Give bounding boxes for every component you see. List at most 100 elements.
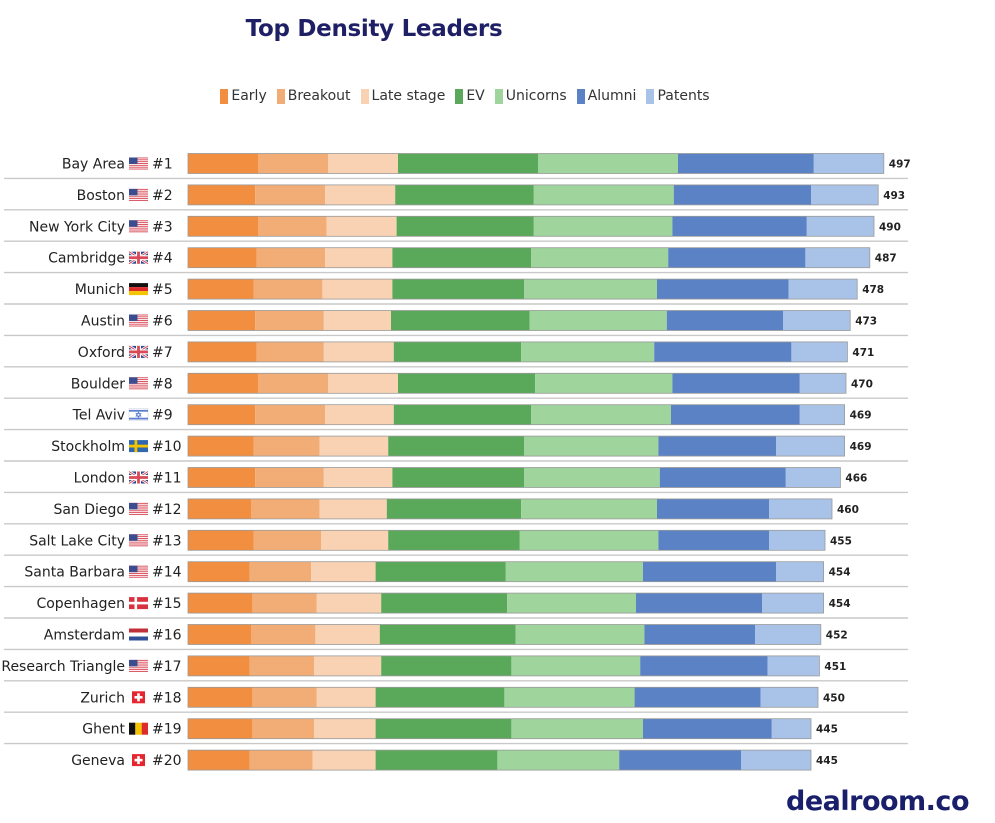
bar-segment-early	[188, 341, 257, 362]
bar-segment-early	[188, 687, 253, 708]
bar-segment-early	[188, 436, 254, 457]
legend-swatch	[494, 88, 503, 104]
bar-segment-early	[188, 216, 258, 237]
bar-segment-ev	[395, 184, 534, 205]
rank-label: #5	[152, 282, 173, 298]
bar-segment-alumni	[619, 750, 741, 771]
total-value-label: 473	[855, 316, 877, 328]
bar-segment-ev	[375, 687, 505, 708]
total-value-label: 469	[850, 441, 872, 453]
bar-segment-early	[188, 404, 256, 425]
total-value-label: 451	[824, 661, 846, 673]
total-value-label: 450	[823, 692, 845, 704]
bar-segment-ev	[381, 655, 512, 676]
category-label: Zurich	[80, 690, 125, 706]
bar-segment-alumni	[672, 373, 800, 394]
category-label: Ghent	[82, 722, 125, 738]
category-label: Boston	[77, 188, 125, 204]
legend-label: Late stage	[371, 88, 446, 104]
total-value-label: 466	[845, 473, 867, 485]
bar-segment-late-stage	[314, 655, 382, 676]
legend-swatch	[576, 88, 585, 104]
bar-segment-unicorns	[538, 153, 678, 174]
category-label: London	[74, 471, 125, 487]
uk-flag-icon	[128, 250, 149, 265]
bar-segment-breakout	[255, 467, 324, 488]
bar-segment-breakout	[249, 561, 312, 582]
bar-segment-unicorns	[504, 687, 635, 708]
legend-swatch	[220, 88, 229, 104]
bar-segment-ev	[398, 373, 536, 394]
bar-segment-early	[188, 530, 254, 551]
legend-swatch	[276, 88, 285, 104]
bar-segment-unicorns	[507, 593, 636, 614]
bar-segment-breakout	[258, 216, 327, 237]
category-label: Amsterdam	[44, 628, 125, 644]
bar-outline	[187, 341, 848, 363]
category-label: Austin	[81, 314, 125, 330]
rank-label: #1	[152, 157, 173, 173]
bar-segment-ev	[391, 310, 530, 331]
legend-item-6: Patents	[646, 88, 710, 104]
bar-segment-patents	[788, 279, 858, 300]
bar-segment-patents	[776, 436, 845, 457]
bar-outline	[187, 592, 824, 614]
bar-segment-breakout	[258, 153, 328, 174]
total-value-label: 445	[816, 755, 838, 767]
category-label: Bay Area	[62, 157, 125, 173]
total-value-label: 487	[875, 253, 897, 265]
category-label: San Diego	[53, 502, 125, 518]
total-value-label: 454	[829, 598, 851, 610]
bar-segment-patents	[806, 216, 874, 237]
bar-segment-breakout	[253, 436, 320, 457]
bar-segment-ev	[381, 593, 508, 614]
bar-segment-early	[188, 153, 258, 174]
legend-item-5: Alumni	[576, 88, 636, 104]
bar-segment-early	[188, 750, 250, 771]
bar-outline	[187, 749, 812, 771]
bar-segment-patents	[767, 655, 820, 676]
rank-label: #17	[152, 659, 182, 675]
bar-segment-breakout	[255, 404, 326, 425]
bar-segment-ev	[393, 341, 522, 362]
bar-segment-ev	[393, 404, 531, 425]
bar-segment-late-stage	[319, 436, 389, 457]
bar-segment-unicorns	[521, 341, 655, 362]
bar-segment-alumni	[657, 498, 769, 519]
bar-segment-late-stage	[328, 153, 398, 174]
us-flag-icon	[129, 565, 148, 578]
bar-segment-unicorns	[497, 750, 620, 771]
bar-segment-alumni	[672, 216, 807, 237]
legend-item-2: Late stage	[360, 88, 446, 104]
bar-segment-early	[188, 279, 254, 300]
bar-segment-unicorns	[533, 184, 674, 205]
rank-label: #19	[152, 722, 182, 738]
bar-segment-early	[188, 498, 251, 519]
rank-label: #11	[152, 471, 182, 487]
us-flag-icon	[129, 220, 148, 233]
bar-segment-late-stage	[328, 373, 398, 394]
rank-label: #8	[152, 376, 173, 392]
us-flag-icon	[129, 502, 148, 515]
us-flag-icon	[129, 188, 148, 201]
bar-outline	[187, 467, 841, 488]
bar-segment-late-stage	[323, 341, 394, 362]
bar-segment-late-stage	[326, 216, 397, 237]
bar-segment-patents	[769, 530, 825, 551]
bar-segment-ev	[396, 216, 534, 237]
bar-segment-breakout	[253, 530, 321, 551]
bar-segment-unicorns	[531, 247, 669, 268]
total-value-label: 454	[829, 567, 851, 579]
bar-segment-patents	[741, 750, 811, 771]
bar-segment-unicorns	[535, 373, 673, 394]
bar-segment-ev	[386, 498, 522, 519]
bar-segment-patents	[769, 498, 832, 519]
bar-segment-alumni	[640, 655, 768, 676]
bar-segment-alumni	[644, 624, 755, 645]
total-value-label: 493	[883, 190, 905, 202]
bar-segment-alumni	[643, 561, 776, 582]
bar-segment-patents	[762, 593, 824, 614]
bar-segment-ev	[392, 279, 524, 300]
bar-segment-patents	[799, 373, 846, 394]
